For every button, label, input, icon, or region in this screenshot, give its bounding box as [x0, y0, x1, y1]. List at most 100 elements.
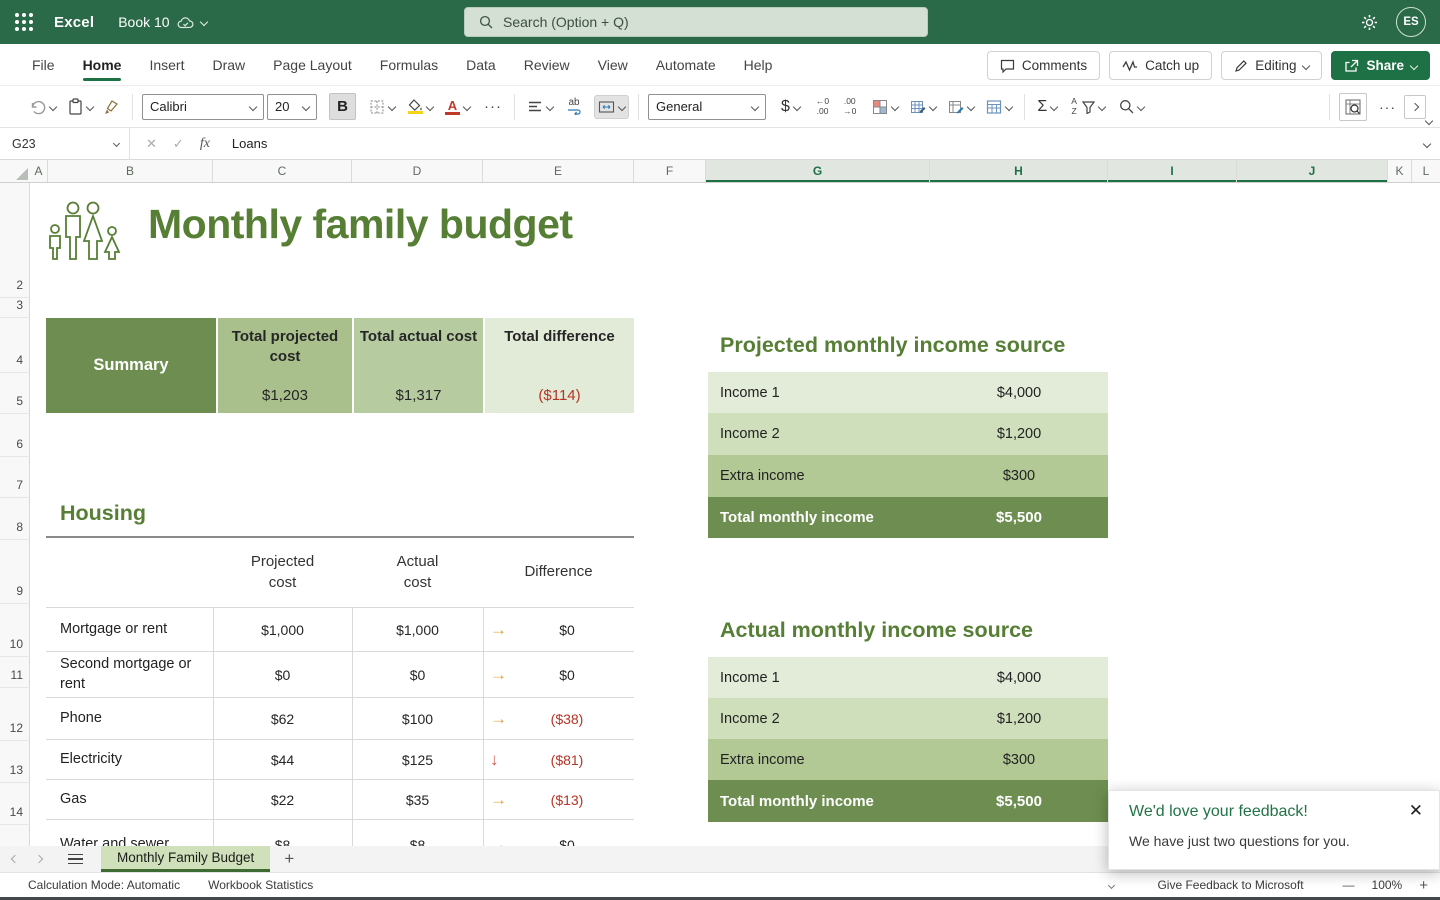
- row-header-3[interactable]: 3: [16, 298, 23, 312]
- menu-tab-help[interactable]: Help: [743, 56, 773, 73]
- fill-color-button[interactable]: [404, 95, 436, 118]
- column-header-h[interactable]: H: [930, 160, 1108, 182]
- sort-filter-button[interactable]: A Z: [1068, 93, 1108, 121]
- currency-format-button[interactable]: $: [778, 94, 803, 120]
- give-feedback-link[interactable]: Give Feedback to Microsoft: [1157, 878, 1304, 892]
- menu-tab-data[interactable]: Data: [466, 56, 496, 73]
- borders-button[interactable]: [366, 95, 398, 119]
- bold-button[interactable]: B: [329, 93, 356, 120]
- menu-tab-view[interactable]: View: [597, 56, 628, 73]
- calc-mode-status[interactable]: Calculation Mode: Automatic: [28, 878, 181, 892]
- sheet-title[interactable]: Monthly family budget: [148, 201, 573, 247]
- app-launcher-icon[interactable]: [15, 13, 33, 31]
- share-button[interactable]: Share: [1331, 51, 1430, 80]
- column-header-i[interactable]: I: [1108, 160, 1237, 182]
- undo-button[interactable]: [26, 95, 59, 119]
- document-title[interactable]: Book 10: [118, 14, 208, 30]
- housing-row-water[interactable]: Water and sewer $8 $8 → $0: [46, 819, 634, 846]
- formula-input[interactable]: Loans: [231, 136, 268, 151]
- more-font-options-button[interactable]: ···: [484, 98, 502, 115]
- actual-income-total-row[interactable]: Total monthly income $5,500: [708, 780, 1108, 822]
- menu-tab-draw[interactable]: Draw: [212, 56, 246, 73]
- increase-decimal-button[interactable]: ←0.00: [813, 93, 832, 121]
- projected-income-row[interactable]: Income 1 $4,000: [708, 372, 1108, 413]
- settings-gear-icon[interactable]: [1361, 14, 1378, 31]
- wrap-text-button[interactable]: ab: [564, 94, 584, 119]
- account-avatar[interactable]: ES: [1396, 7, 1426, 37]
- column-header-g[interactable]: G: [706, 160, 930, 182]
- column-header-e[interactable]: E: [483, 160, 634, 182]
- formula-bar-expand-chevron-icon[interactable]: [1422, 139, 1432, 148]
- paste-button[interactable]: [65, 94, 96, 119]
- housing-row-gas[interactable]: Gas $22 $35 → ($13): [46, 779, 634, 819]
- analyze-data-button[interactable]: [1339, 92, 1367, 121]
- housing-row-mortgage[interactable]: Mortgage or rent $1,000 $1,000 → $0: [46, 607, 634, 651]
- catch-up-button[interactable]: Catch up: [1109, 51, 1213, 80]
- ribbon-more-button[interactable]: ···: [1379, 98, 1396, 115]
- row-header-7[interactable]: 7: [16, 478, 23, 492]
- summary-table[interactable]: Summary Total projected cost $1,203 Tota…: [46, 318, 634, 413]
- editing-mode-button[interactable]: Editing: [1221, 51, 1323, 80]
- row-header-13[interactable]: 13: [9, 763, 23, 777]
- housing-row-second-mortgage[interactable]: Second mortgage or rent $0 $0 → $0: [46, 651, 634, 697]
- format-painter-button[interactable]: [100, 95, 123, 119]
- all-sheets-icon[interactable]: [68, 851, 83, 868]
- number-format-select[interactable]: General: [648, 93, 766, 120]
- housing-row-electricity[interactable]: Electricity $44 $125 ↓ ($81): [46, 739, 634, 779]
- column-header-f[interactable]: F: [634, 160, 706, 182]
- housing-col-projected[interactable]: Projected cost: [250, 553, 315, 591]
- insert-function-icon[interactable]: fx: [199, 135, 210, 151]
- menu-tab-automate[interactable]: Automate: [655, 56, 716, 73]
- column-header-l[interactable]: L: [1422, 164, 1430, 178]
- zoom-out-button[interactable]: —: [1342, 878, 1355, 892]
- summary-label-cell[interactable]: Summary: [46, 318, 216, 413]
- ribbon-expand-button[interactable]: [1404, 94, 1426, 119]
- confirm-entry-icon[interactable]: ✓: [172, 135, 184, 151]
- sheet-tab-active[interactable]: Monthly Family Budget: [101, 846, 271, 872]
- projected-income-row[interactable]: Extra income $300: [708, 455, 1108, 497]
- summary-difference-cell[interactable]: Total difference ($114): [483, 318, 634, 413]
- projected-income-title[interactable]: Projected monthly income source: [720, 333, 1066, 357]
- menu-tab-file[interactable]: File: [32, 56, 55, 73]
- row-header-9[interactable]: 9: [16, 584, 23, 598]
- actual-income-row[interactable]: Extra income $300: [708, 739, 1108, 780]
- housing-col-actual[interactable]: Actual cost: [396, 553, 439, 591]
- row-header-6[interactable]: 6: [16, 437, 23, 451]
- housing-col-difference[interactable]: Difference: [524, 563, 593, 581]
- select-all-corner[interactable]: [16, 168, 28, 180]
- column-header-j[interactable]: J: [1237, 160, 1388, 182]
- decrease-decimal-button[interactable]: .00 →0: [840, 93, 859, 121]
- merge-cells-button[interactable]: [594, 94, 629, 119]
- actual-income-title[interactable]: Actual monthly income source: [720, 618, 1034, 642]
- comments-button[interactable]: Comments: [986, 51, 1101, 80]
- row-header-8[interactable]: 8: [16, 520, 23, 534]
- row-header-5[interactable]: 5: [16, 394, 23, 408]
- cell-styles-button[interactable]: [945, 95, 977, 119]
- projected-income-total-row[interactable]: Total monthly income $5,500: [708, 497, 1108, 538]
- housing-title[interactable]: Housing: [60, 501, 146, 525]
- summary-projected-cell[interactable]: Total projected cost $1,203: [216, 318, 352, 413]
- projected-income-row[interactable]: Income 2 $1,200: [708, 413, 1108, 455]
- format-as-table-button[interactable]: [907, 95, 939, 119]
- zoom-level[interactable]: 100%: [1371, 878, 1403, 892]
- menu-tab-review[interactable]: Review: [523, 56, 570, 73]
- feedback-popup-title[interactable]: We'd love your feedback!: [1129, 803, 1308, 820]
- actual-income-row[interactable]: Income 1 $4,000: [708, 657, 1108, 698]
- actual-income-row[interactable]: Income 2 $1,200: [708, 698, 1108, 739]
- feedback-close-icon[interactable]: ✕: [1408, 801, 1423, 820]
- cancel-entry-icon[interactable]: ✕: [146, 135, 157, 151]
- row-header-4[interactable]: 4: [16, 353, 23, 367]
- next-sheet-icon[interactable]: [34, 854, 44, 864]
- menu-tab-home[interactable]: Home: [69, 47, 136, 83]
- menu-tab-formulas[interactable]: Formulas: [379, 56, 439, 73]
- column-header-c[interactable]: C: [213, 160, 352, 182]
- spreadsheet-canvas[interactable]: Monthly family budget Summary Total proj…: [0, 183, 1440, 846]
- row-header-10[interactable]: 10: [9, 637, 23, 651]
- align-button[interactable]: [524, 96, 556, 118]
- column-header-a[interactable]: A: [30, 160, 48, 182]
- prev-sheet-icon[interactable]: [10, 854, 20, 864]
- ribbon-options-chevron-icon[interactable]: [1424, 116, 1434, 126]
- name-box[interactable]: G23: [0, 127, 130, 160]
- font-color-button[interactable]: A: [442, 95, 473, 119]
- row-header-11[interactable]: 11: [10, 668, 23, 682]
